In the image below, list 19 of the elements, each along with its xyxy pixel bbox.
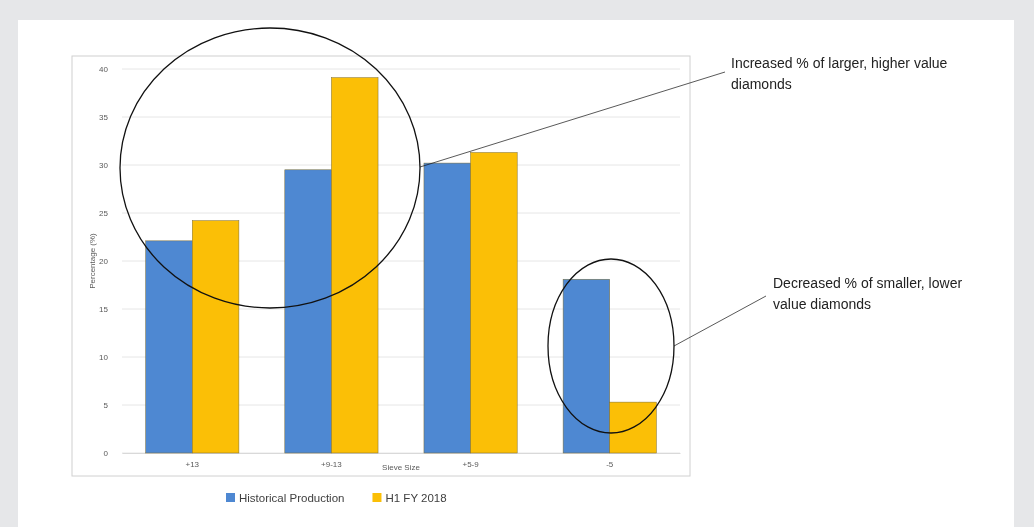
y-tick-label: 30	[99, 161, 109, 171]
text: Increased % of larger, higher value diamonds	[731, 55, 948, 92]
y-tick-label: 10	[99, 353, 109, 363]
y-tick-label: 25	[99, 209, 109, 219]
y-tick-label: 35	[99, 113, 109, 123]
text: Decreased % of smaller, lower value diamonds	[773, 275, 963, 312]
x-tick-label: +9-13	[321, 459, 343, 469]
y-tick-label: 0	[103, 449, 109, 459]
x-axis-title: Sieve Size	[382, 463, 421, 472]
x-tick-label: -5	[606, 459, 614, 469]
legend-label: Historical Production	[239, 491, 345, 504]
y-tick-label: 5	[103, 401, 109, 411]
legend-label: H1 FY 2018	[385, 491, 447, 504]
y-tick-label: 20	[99, 257, 109, 267]
x-tick-label: +13	[185, 459, 200, 469]
y-tick-label: 40	[99, 65, 109, 75]
x-tick-label: +5-9	[462, 459, 480, 469]
y-axis-title: Percentage (%)	[88, 232, 97, 289]
y-tick-label: 15	[99, 305, 109, 315]
